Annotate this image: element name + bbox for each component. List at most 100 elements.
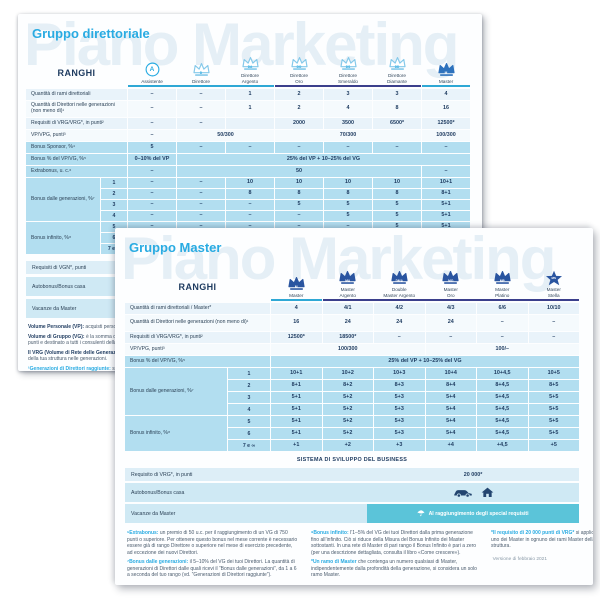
table-cell: – — [128, 200, 176, 210]
rank-column-header: DMA Double Master Argento — [374, 269, 425, 299]
table-cell: 5+2 — [322, 416, 373, 427]
table-cell: – — [324, 142, 372, 153]
table-cell: – — [324, 222, 372, 232]
table-cell: 10/10 — [528, 303, 579, 314]
table-cell: 8 — [226, 189, 274, 199]
row-label: Quantità di rami direttoriali / Master* — [125, 303, 270, 314]
generation-number: 3 — [228, 392, 270, 403]
table-cell: 2 — [275, 101, 323, 117]
table-cell: 5+4 — [425, 392, 476, 403]
umbrella-icon: ☂ — [417, 508, 425, 518]
row-label: Bonus % del VP/VG, %⁵ — [26, 154, 127, 165]
table-cell: – — [477, 315, 528, 331]
generation-number: 5 — [101, 222, 127, 232]
rank-column-header: M Master — [271, 275, 322, 299]
table-row: Bonus Sponsor, %⁴ 5– – – – – – — [26, 142, 470, 153]
table-cell: 50 — [177, 166, 421, 177]
crown-icon: DMA — [389, 269, 409, 286]
table-row: Quantità di Direttori nelle generazioni … — [26, 101, 470, 117]
table-cell: 8+4,5 — [477, 380, 528, 391]
table-cell: 5+4,5 — [477, 392, 528, 403]
rank-name: Master — [438, 78, 454, 84]
rank-column-header: D Direttore — [177, 61, 225, 85]
table-cell: – — [177, 142, 225, 153]
table-cell: 5+4 — [425, 428, 476, 439]
table-cell: – — [177, 101, 225, 117]
crown-icon: D — [191, 61, 211, 78]
page-title: Gruppo Master — [129, 240, 222, 255]
chip-text: Al raggiungimento degli special requisit… — [428, 510, 529, 517]
slide-gruppo-master: Piano Marketing Gruppo Master RANGHI M Mas… — [115, 228, 593, 585]
rank-column-header: MA Master Argento — [323, 269, 374, 299]
table-cell: – — [128, 211, 176, 221]
table-cell: 10 — [324, 178, 372, 188]
ranks-header: RANGHI M Master MA Master Argento DMA Double M… — [125, 257, 579, 299]
generation-number: 7 e ∞ — [228, 440, 270, 451]
table-cell: – — [275, 222, 323, 232]
table-cell: 5+3 — [374, 416, 425, 427]
generation-number: 3 — [101, 200, 127, 210]
row-label: Vacanze da Master — [32, 305, 77, 312]
rank-name: Direttore — [192, 78, 210, 84]
table-row: Bonus % del VP/VG, %⁵ 25% del VP + 10–25%… — [125, 356, 579, 367]
crown-icon: MA — [338, 269, 358, 286]
table-cell: 5+1 — [271, 404, 322, 415]
ranks-heading: RANGHI — [57, 68, 96, 78]
table-cell: 8 — [275, 189, 323, 199]
table-row: Requisiti di VRG/VRG*, in punti² – –2000 35… — [26, 118, 470, 129]
table-cell: 5+3 — [374, 392, 425, 403]
ranks-heading: RANGHI — [178, 282, 217, 292]
generation-number: 2 — [228, 380, 270, 391]
table-cell: 5+4,5 — [477, 404, 528, 415]
table-row: Quantità di Direttori nelle generazioni … — [125, 315, 579, 331]
table-row: VP/VPG, punti³ –50/300 70/300 100/300 — [26, 130, 470, 141]
row-label: Extrabonus, u. c.⁶ — [26, 166, 127, 177]
generation-number: 6 — [101, 233, 127, 243]
crown-icon: MP — [492, 269, 512, 286]
table-cell: 10+4,5 — [477, 368, 528, 379]
table-cell: – — [177, 178, 225, 188]
rank-column-header: DS Direttore Smeraldo — [324, 55, 372, 85]
rank-name: Direttore Smeraldo — [337, 73, 359, 84]
table-cell: – — [128, 89, 176, 100]
requisito-value: 20 000* — [463, 471, 483, 478]
underline-segment — [422, 85, 470, 87]
table-cell: 5 — [324, 211, 372, 221]
table-cell: – — [128, 178, 176, 188]
table-cell: – — [422, 166, 470, 177]
rank-column-header: MP Master Platino — [477, 269, 528, 299]
table-cell: 5+3 — [374, 404, 425, 415]
ranks-header: RANGHI A Assistente D Direttore DA Direttore A… — [26, 43, 470, 85]
rank-column-header: A Assistente — [128, 61, 176, 85]
table-cell: 4/2 — [374, 303, 425, 314]
special-requirements-chip: ☂ Al raggiungimento degli special requis… — [367, 504, 579, 523]
table-cell: 100/300 — [422, 130, 470, 141]
table-cell: 5+4 — [425, 416, 476, 427]
table-cell: – — [128, 130, 176, 141]
assistant-circle-icon: A — [142, 61, 162, 78]
rank-name: Master Oro — [443, 287, 458, 298]
row-label: Bonus Sponsor, %⁴ — [26, 142, 127, 153]
footnote-lead: Volume Personale (VP): — [28, 324, 86, 330]
table-cell: 70/300 — [275, 130, 421, 141]
generation-number: 5 — [228, 416, 270, 427]
table-cell: 10+2 — [322, 368, 373, 379]
table-cell: 16 — [271, 315, 322, 331]
footnote-lead: ⁸Bonus infinito: — [311, 530, 351, 536]
table-cell: 1 — [226, 89, 274, 100]
table-cell: – — [177, 89, 225, 100]
generation-number: 1 — [101, 178, 127, 188]
table-cell: 5 — [128, 142, 176, 153]
watermark-text: Piano Marketing — [121, 228, 556, 292]
rank-column-header: MS Master Stella — [529, 269, 580, 299]
table-cell: 10+1 — [422, 178, 470, 188]
row-label: Vacanze da Master — [131, 510, 176, 517]
footnote: *Un ramo di Master che contenga un numer… — [311, 559, 477, 578]
generation-number: 7 e ∞ — [101, 244, 127, 254]
table-cell: 5 — [275, 200, 323, 210]
underline-segment — [322, 299, 579, 301]
table-cell: 12500* — [271, 332, 322, 343]
table-cell: 18500* — [322, 332, 373, 343]
footnote-column: ⁶Extrabonus: un premio di 50 u.c. per il… — [127, 530, 299, 582]
table-cell: +3 — [374, 440, 425, 451]
